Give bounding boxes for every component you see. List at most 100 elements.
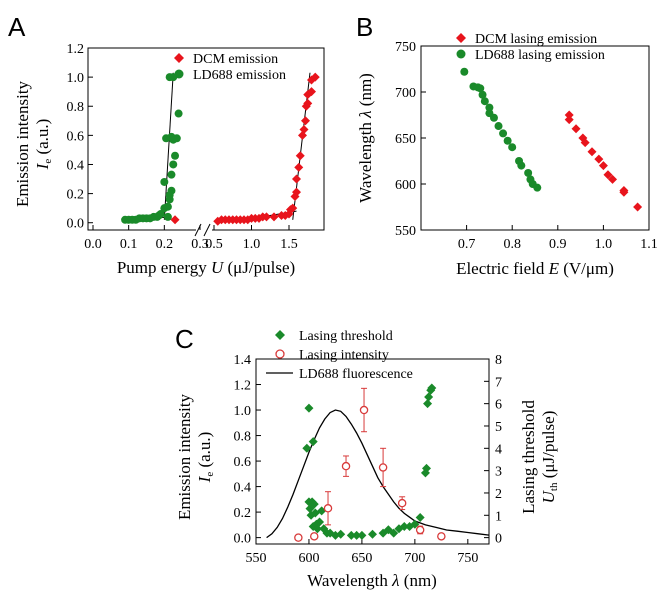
legend-marker-lasing-intensity bbox=[275, 349, 285, 359]
panel-a-point-dcm-emission bbox=[269, 212, 279, 222]
panel-b-point-ld688-lasing-emission bbox=[494, 122, 503, 131]
legend-label-dcm-emission: DCM emission bbox=[193, 52, 278, 67]
panel-c-y2-axis-unit: Uth (μJ/pulse) bbox=[539, 411, 560, 504]
panel-b-y-tick-label: 650 bbox=[395, 132, 416, 147]
panel-b-y-tick-label: 750 bbox=[395, 40, 416, 55]
panel-c-point-lasing-threshold bbox=[302, 443, 312, 453]
panel-a-point-dcm-emission bbox=[310, 72, 320, 82]
panel-a-point-ld688-emission bbox=[156, 209, 165, 218]
panel-c-point-lasing-threshold bbox=[423, 399, 433, 409]
legend-marker-dcm-emission bbox=[174, 53, 184, 63]
panel-b-point-ld688-lasing-emission bbox=[524, 168, 533, 177]
panel-c-point-lasing-threshold bbox=[357, 530, 367, 540]
panel-c-y2-tick-label: 8 bbox=[495, 353, 502, 368]
panel-c-point-lasing-intensity bbox=[341, 461, 351, 471]
panel-c-y2-tick-label: 1 bbox=[495, 509, 502, 524]
panel-c-x-tick-label: 650 bbox=[351, 551, 372, 566]
panel-a-y-axis-unit: Ie (a.u.) bbox=[33, 119, 54, 171]
panel-c-y-axis-unit: Ie (a.u.) bbox=[195, 432, 216, 484]
panel-c-y2-axis-label: Lasing threshold bbox=[519, 400, 538, 514]
panel-a-chart: A 0.0 0.2 0.4 0.6 0.8 1.0 1.2 0.0 0.1 0.2 0.30.5 1… bbox=[8, 12, 325, 277]
panel-b-y-axis-label: Wavelength λ (nm) bbox=[356, 73, 375, 203]
panel-a-point-ld688-emission bbox=[160, 177, 169, 186]
panel-b-x-tick-label: 0.7 bbox=[458, 237, 476, 252]
panel-a-point-dcm-emission bbox=[301, 116, 310, 126]
panel-c-point-lasing-threshold bbox=[424, 392, 434, 402]
panel-a-point-ld688-emission bbox=[163, 202, 172, 211]
panel-c-legend: Lasing threshold Lasing intensity LD688 … bbox=[266, 329, 413, 382]
panel-a-x-axis-label: Pump energy U (μJ/pulse) bbox=[117, 258, 295, 277]
panel-c-y-tick-label: 0.0 bbox=[234, 532, 252, 547]
panel-c-point-lasing-intensity bbox=[309, 532, 319, 541]
panel-b-x-tick-label: 1.1 bbox=[640, 237, 658, 252]
panel-a-x-tick-label: 1.0 bbox=[243, 237, 261, 252]
legend-label-ld688-fluorescence: LD688 fluorescence bbox=[299, 367, 413, 382]
panel-c-y2-tick-label: 4 bbox=[495, 442, 502, 457]
panel-c-x-tick-label: 700 bbox=[404, 551, 425, 566]
panel-c-point-lasing-intensity bbox=[437, 532, 446, 541]
legend-marker-lasing-threshold bbox=[275, 330, 285, 340]
panel-a-axis-break-mark bbox=[203, 223, 211, 237]
panel-b-point-ld688-lasing-emission bbox=[476, 84, 485, 93]
panel-a-point-dcm-emission bbox=[299, 125, 309, 135]
panel-a-point-dcm-emission bbox=[307, 87, 316, 97]
panel-a-axis-break-gap bbox=[196, 225, 212, 235]
panel-a-y-tick-label: 0.2 bbox=[67, 188, 85, 203]
legend-label-lasing-threshold: Lasing threshold bbox=[299, 329, 393, 344]
legend-label-dcm-lasing: DCM lasing emission bbox=[475, 32, 597, 47]
panel-c-x-axis-label: Wavelength λ (nm) bbox=[307, 571, 437, 590]
panel-a-legend: DCM emission LD688 emission bbox=[174, 52, 286, 83]
panel-b-point-ld688-lasing-emission bbox=[460, 67, 469, 76]
panel-b-point-ld688-lasing-emission bbox=[480, 97, 489, 106]
panel-c-point-lasing-threshold bbox=[315, 517, 325, 527]
legend-label-ld688-emission: LD688 emission bbox=[193, 68, 286, 83]
panel-b-y-tick-label: 700 bbox=[395, 86, 416, 101]
panel-c-point-lasing-threshold bbox=[312, 524, 322, 534]
panel-b-y-tick-label: 550 bbox=[395, 224, 416, 239]
panel-c-y-tick-label: 0.4 bbox=[234, 481, 252, 496]
panel-c-y2-tick-label: 6 bbox=[495, 398, 502, 413]
panel-b-point-ld688-lasing-emission bbox=[485, 103, 494, 112]
panel-c-y2-tick-label: 2 bbox=[495, 487, 502, 502]
panel-c-point-lasing-threshold bbox=[415, 513, 425, 523]
panel-c-y2-tick-label: 5 bbox=[495, 420, 502, 435]
panel-c-y2-tick-label: 3 bbox=[495, 465, 502, 480]
panel-b-point-dcm-lasing-emission bbox=[571, 124, 581, 134]
legend-marker-dcm-lasing bbox=[456, 33, 466, 43]
panel-c-point-lasing-threshold bbox=[422, 463, 432, 473]
panel-c-line-ld688-fluorescence bbox=[266, 409, 490, 539]
panel-b-y-tick-label: 600 bbox=[395, 178, 416, 193]
panel-b-point-dcm-lasing-emission bbox=[580, 138, 590, 148]
panel-b-point-ld688-lasing-emission bbox=[478, 90, 487, 99]
panel-c-point-lasing-threshold bbox=[336, 529, 346, 539]
panel-b-x-tick-label: 0.8 bbox=[503, 237, 521, 252]
panel-c-plot-frame bbox=[255, 358, 490, 545]
panel-a-point-dcm-emission bbox=[262, 212, 271, 222]
panel-a-point-ld688-emission bbox=[163, 212, 172, 221]
panel-a-point-dcm-emission bbox=[288, 203, 298, 213]
panel-a-y-tick-label: 0.0 bbox=[67, 217, 85, 232]
panel-c-point-lasing-intensity bbox=[378, 463, 388, 472]
panel-b-x-axis-label: Electric field E (V/μm) bbox=[456, 259, 614, 278]
legend-label-lasing-intensity: Lasing intensity bbox=[299, 348, 389, 363]
panel-c-point-lasing-threshold bbox=[304, 403, 314, 413]
panel-a-x-tick-label: 0.5 bbox=[205, 237, 223, 252]
panel-b-point-dcm-lasing-emission bbox=[587, 147, 597, 157]
panel-b-point-dcm-lasing-emission bbox=[619, 187, 629, 197]
panel-c-y2-tick-label: 7 bbox=[495, 375, 502, 390]
panel-b-point-ld688-lasing-emission bbox=[508, 143, 517, 152]
panel-b-point-dcm-lasing-emission bbox=[564, 115, 574, 125]
panel-c-x-tick-label: 750 bbox=[457, 551, 478, 566]
panel-c-point-lasing-intensity bbox=[323, 504, 333, 513]
panel-a-x-tick-label: 0.2 bbox=[156, 237, 174, 252]
panel-b-plot-frame bbox=[420, 45, 650, 231]
panel-a-point-dcm-emission bbox=[292, 174, 301, 184]
panel-c-point-lasing-threshold bbox=[309, 499, 319, 509]
panel-c-point-lasing-intensity bbox=[359, 405, 369, 415]
panel-b-legend: DCM lasing emission LD688 lasing emissio… bbox=[456, 32, 605, 63]
panel-b-point-ld688-lasing-emission bbox=[503, 136, 512, 145]
panel-a-y-tick-label: 1.2 bbox=[67, 42, 85, 57]
panel-c-point-lasing-intensity bbox=[415, 525, 425, 535]
panel-a-y-tick-label: 1.0 bbox=[67, 71, 85, 86]
panel-a-point-dcm-emission bbox=[292, 187, 301, 197]
